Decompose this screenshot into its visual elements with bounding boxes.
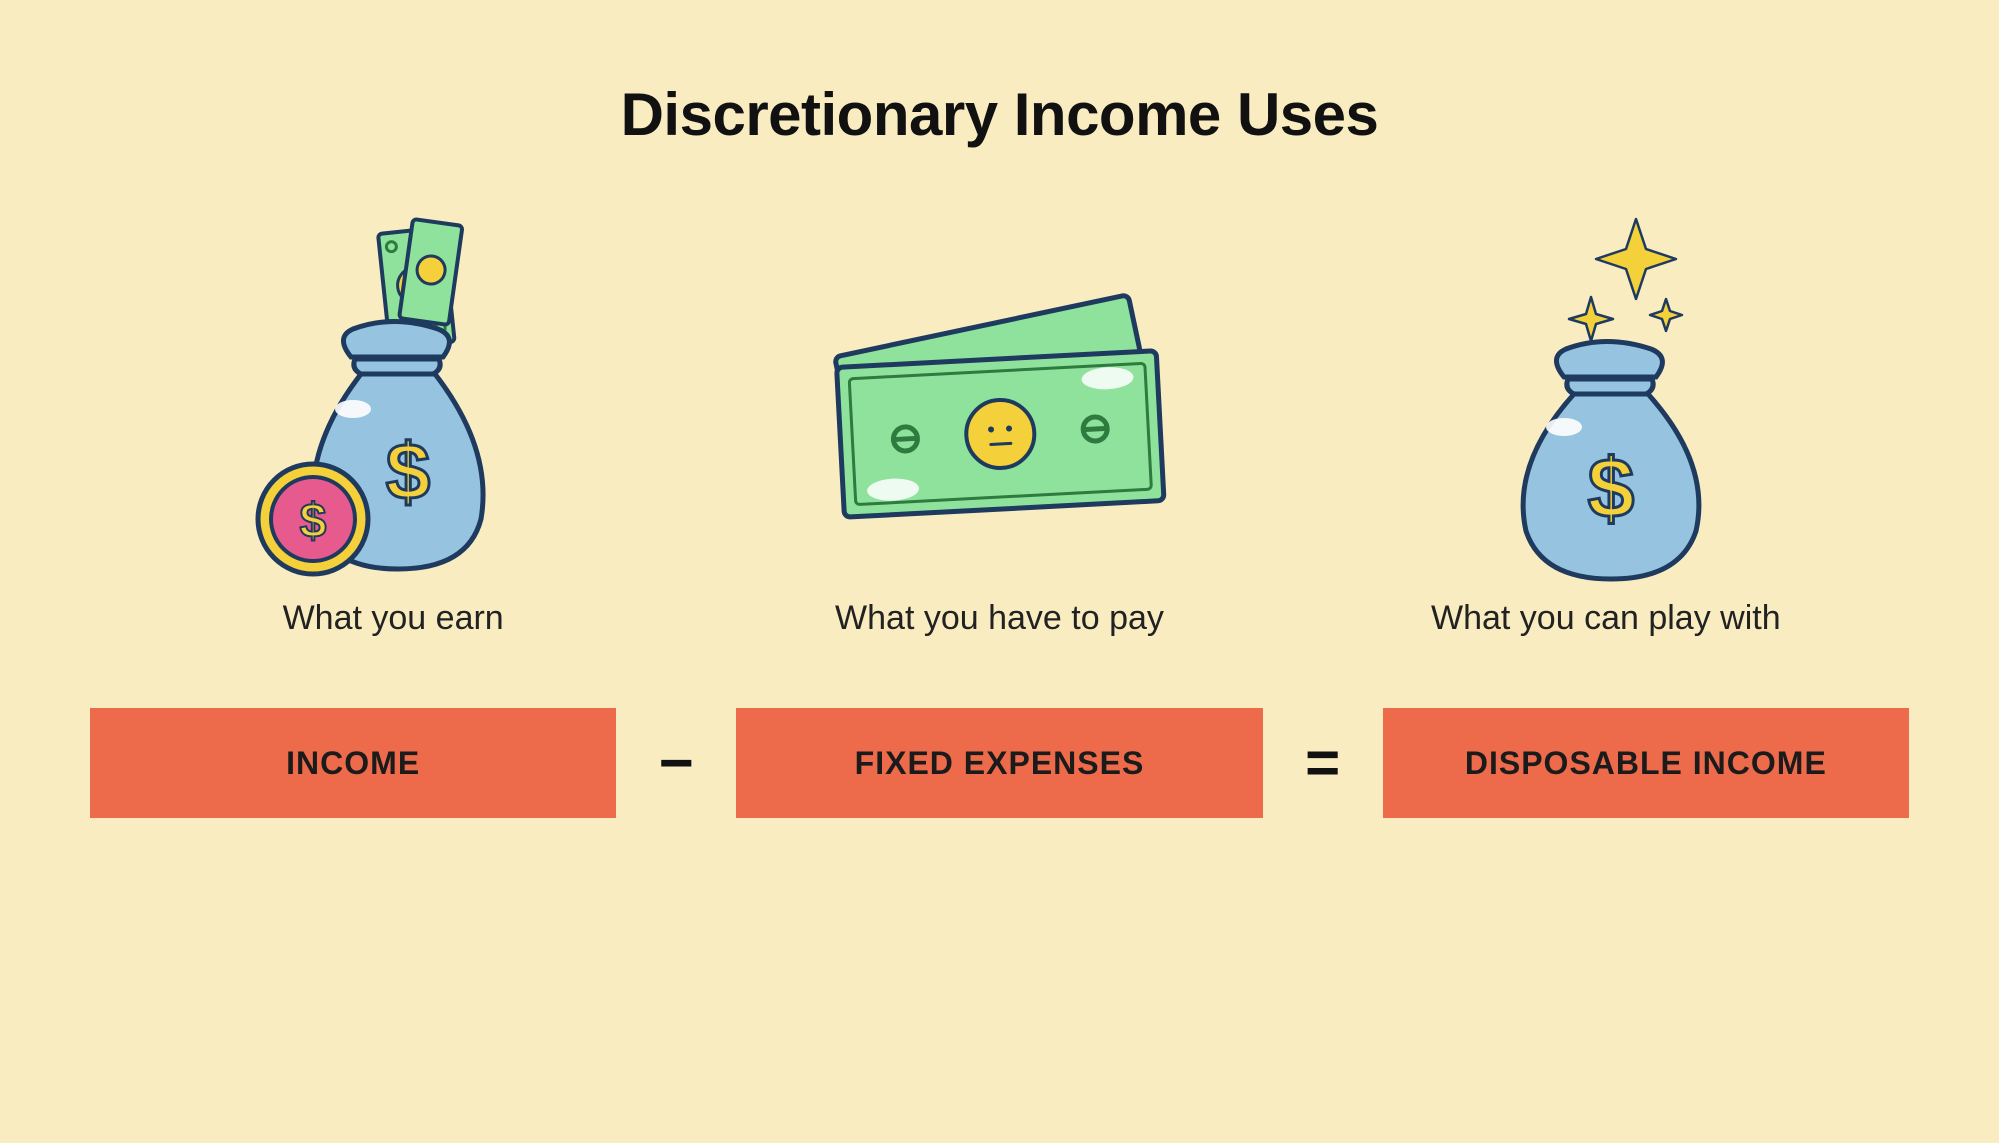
caption-expenses: What you have to pay [835,599,1164,638]
column-disposable: $ What you can play with [1303,209,1909,638]
svg-text:$: $ [300,495,327,548]
term-disposable-income: DISPOSABLE INCOME [1383,708,1909,818]
term-fixed-expenses: FIXED EXPENSES [736,708,1262,818]
page-title: Discretionary Income Uses [90,80,1909,149]
svg-text:$: $ [1587,441,1634,535]
column-row: $ $ What you earn [90,209,1909,638]
operator-equals: = [1283,733,1363,793]
cash-bills-icon [696,209,1302,589]
caption-disposable: What you can play with [1431,599,1781,638]
money-bag-coin-icon: $ $ [90,209,696,589]
term-income: INCOME [90,708,616,818]
infographic-canvas: Discretionary Income Uses [0,0,1999,1143]
svg-text:$: $ [386,427,431,516]
operator-minus: − [636,733,716,793]
column-income: $ $ What you earn [90,209,696,638]
column-expenses: What you have to pay [696,209,1302,638]
equation-row: INCOME − FIXED EXPENSES = DISPOSABLE INC… [90,708,1909,818]
caption-income: What you earn [283,599,504,638]
money-bag-spark-icon: $ [1303,209,1909,589]
